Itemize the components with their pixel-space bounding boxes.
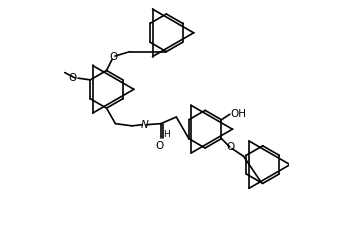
Text: H: H [163,130,170,139]
Text: N: N [140,120,148,130]
Text: O: O [156,141,164,151]
Text: O: O [227,143,235,153]
Text: OH: OH [230,109,246,119]
Text: O: O [109,52,117,62]
Text: O: O [69,73,77,83]
